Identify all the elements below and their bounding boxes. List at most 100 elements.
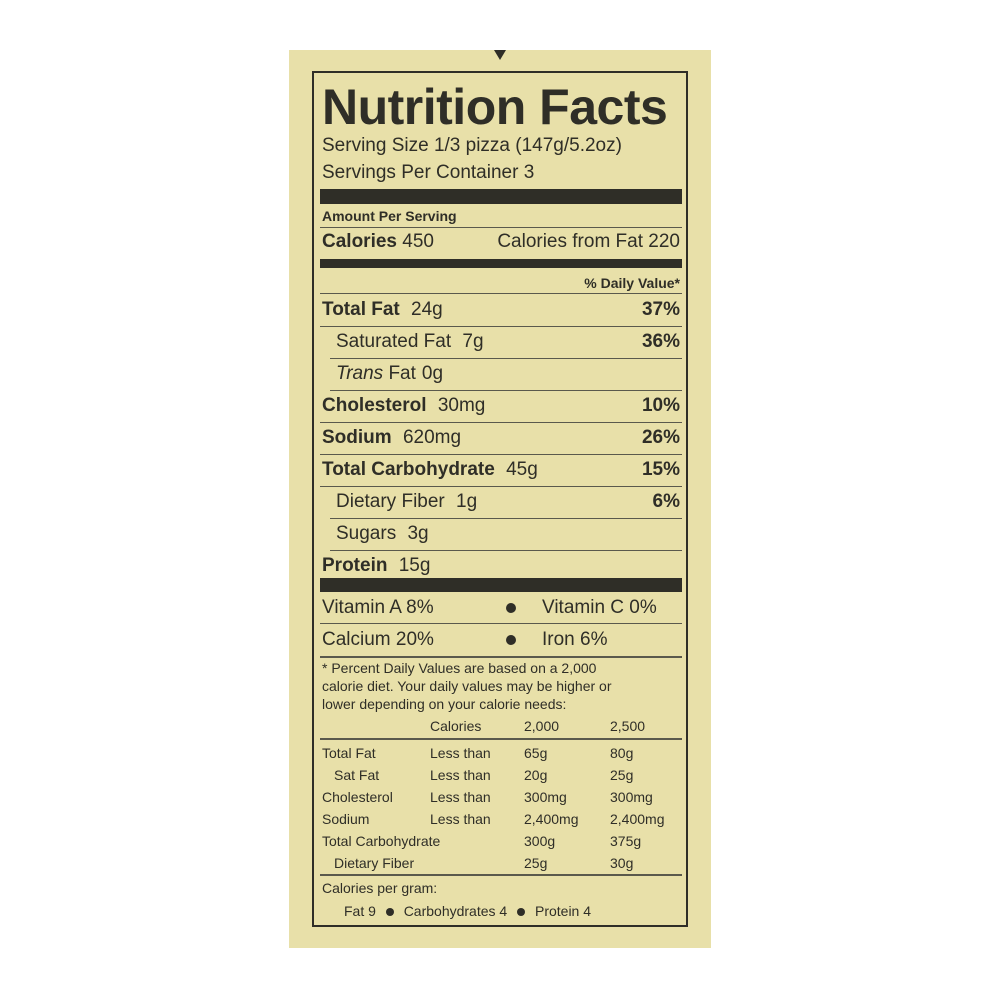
nutrient-amount: 7g <box>462 331 484 352</box>
calories-label: Calories <box>322 231 397 252</box>
nutrient-name: Sodium <box>322 427 392 448</box>
divider <box>320 454 682 455</box>
dv-table-cell: 65g <box>524 745 548 761</box>
dv-table-cell: Sat Fat <box>334 767 380 783</box>
nutrient-row: Dietary Fiber 1g 6% <box>320 489 682 515</box>
nutrient-amount: 0g <box>421 363 444 384</box>
dv-table-cell: 375g <box>610 833 642 849</box>
dv-table-cell: Dietary Fiber <box>334 855 415 871</box>
dv-table-cell: Cholesterol <box>322 789 393 805</box>
dv-table-cell: 20g <box>524 767 548 783</box>
divider <box>330 518 682 519</box>
divider <box>320 874 682 876</box>
dv-table-cell: 300g <box>524 833 556 849</box>
thick-divider <box>320 189 682 204</box>
nutrient-daily-value: 10% <box>641 395 680 416</box>
medium-divider <box>320 259 682 268</box>
nutrient-label: Trans Fat 0g <box>336 361 443 387</box>
nutrient-row: Total Fat 24g 37% <box>320 297 682 323</box>
dv-table-cell: 80g <box>610 745 634 761</box>
divider <box>320 293 682 294</box>
dv-table-cell: 300mg <box>610 789 653 805</box>
nutrient-amount: 24g <box>411 299 443 320</box>
nutrient-amount: 620mg <box>402 427 462 448</box>
dv-table-cell: 30g <box>610 855 634 871</box>
daily-value-header: % Daily Value* <box>584 275 680 291</box>
vitamin-row: Vitamin A 8% Vitamin C 0% <box>320 595 682 621</box>
nutrient-name-rest: Fat <box>388 363 416 384</box>
footnote-line: lower depending on your calorie needs: <box>322 696 567 712</box>
divider <box>320 326 682 327</box>
divider <box>320 227 682 228</box>
nutrient-label: Protein 15g <box>322 553 430 579</box>
bullet-icon <box>506 603 516 613</box>
nutrient-daily-value: 36% <box>641 331 680 352</box>
nutrient-daily-value: 15% <box>641 459 680 480</box>
footnote-line: * Percent Daily Values are based on a 2,… <box>322 660 597 676</box>
bullet-icon <box>385 908 394 917</box>
nutrient-name: Saturated Fat <box>336 331 452 352</box>
nutrient-label: Saturated Fat 7g <box>336 329 484 355</box>
calories-value: 450 <box>402 231 434 252</box>
nutrient-label: Total Fat 24g <box>322 297 443 323</box>
bullet-icon <box>517 908 526 917</box>
calories-per-gram-values: Fat 9 Carbohydrates 4 Protein 4 <box>344 902 591 920</box>
nutrient-label: Total Carbohydrate 45g <box>322 457 538 483</box>
divider <box>320 422 682 423</box>
nutrient-name: Sugars <box>336 523 397 544</box>
dv-table-cell: Total Fat <box>322 745 376 761</box>
divider <box>320 738 682 740</box>
nutrient-label: Sodium 620mg <box>322 425 461 451</box>
calcium: Calcium 20% <box>322 629 434 650</box>
footnote-line: calorie diet. Your daily values may be h… <box>322 678 612 694</box>
dv-table-cell: 300mg <box>524 789 567 805</box>
dv-table-cell: 25g <box>524 855 548 871</box>
dv-table-cell: 25g <box>610 767 634 783</box>
nutrient-daily-value: 26% <box>641 427 680 448</box>
nutrient-amount: 1g <box>456 491 478 512</box>
panel-title: Nutrition Facts <box>322 79 668 135</box>
divider <box>320 486 682 487</box>
divider <box>320 623 682 624</box>
divider <box>330 550 682 551</box>
nutrient-name: Protein <box>322 555 388 576</box>
nutrient-label: Dietary Fiber 1g <box>336 489 477 515</box>
dv-table-cell: Less than <box>430 811 491 827</box>
serving-size: Serving Size 1/3 pizza (147g/5.2oz) <box>322 135 622 156</box>
nutrient-name: Total Carbohydrate <box>322 459 495 480</box>
calories-per-gram-label: Calories per gram: <box>322 880 438 896</box>
amount-per-serving: Amount Per Serving <box>322 208 457 224</box>
nutrient-amount: 3g <box>407 523 429 544</box>
nutrient-row: Saturated Fat 7g 36% <box>320 329 682 355</box>
nutrient-row: Total Carbohydrate 45g 15% <box>320 457 682 483</box>
bullet-icon <box>506 635 516 645</box>
nutrient-name: Trans <box>336 363 384 384</box>
vitamin-c: Vitamin C 0% <box>542 597 657 618</box>
dv-table-cell: Less than <box>430 789 491 805</box>
thick-divider <box>320 578 682 592</box>
nutrient-row: Protein 15g <box>320 553 682 579</box>
nutrient-label: Sugars 3g <box>336 521 429 547</box>
divider <box>330 358 682 359</box>
nutrient-row: Cholesterol 30mg 10% <box>320 393 682 419</box>
nutrient-name: Cholesterol <box>322 395 427 416</box>
nutrition-facts-panel: Nutrition Facts Serving Size 1/3 pizza (… <box>312 71 688 927</box>
dv-table-cell: Calories <box>430 718 482 734</box>
nutrient-amount: 15g <box>398 555 431 576</box>
nutrient-label: Cholesterol 30mg <box>322 393 485 419</box>
divider <box>330 390 682 391</box>
protein-per-gram: Protein 4 <box>534 903 592 919</box>
dv-table-cell: Less than <box>430 767 491 783</box>
nutrient-row: Trans Fat 0g <box>320 361 682 387</box>
dv-table-cell: 2,400mg <box>610 811 665 827</box>
calories-from-fat: Calories from Fat 220 <box>497 231 680 252</box>
nutrient-amount: 30mg <box>437 395 486 416</box>
nutrient-amount: 45g <box>506 459 538 480</box>
calories-row: Calories 450 <box>322 231 434 253</box>
iron: Iron 6% <box>542 629 608 650</box>
nutrient-row: Sodium 620mg 26% <box>320 425 682 451</box>
fat-per-gram: Fat 9 <box>344 903 376 919</box>
vitamin-row: Calcium 20% Iron 6% <box>320 627 682 653</box>
triangle-marker-icon <box>494 50 506 60</box>
dv-table-cell: 2,400mg <box>524 811 579 827</box>
